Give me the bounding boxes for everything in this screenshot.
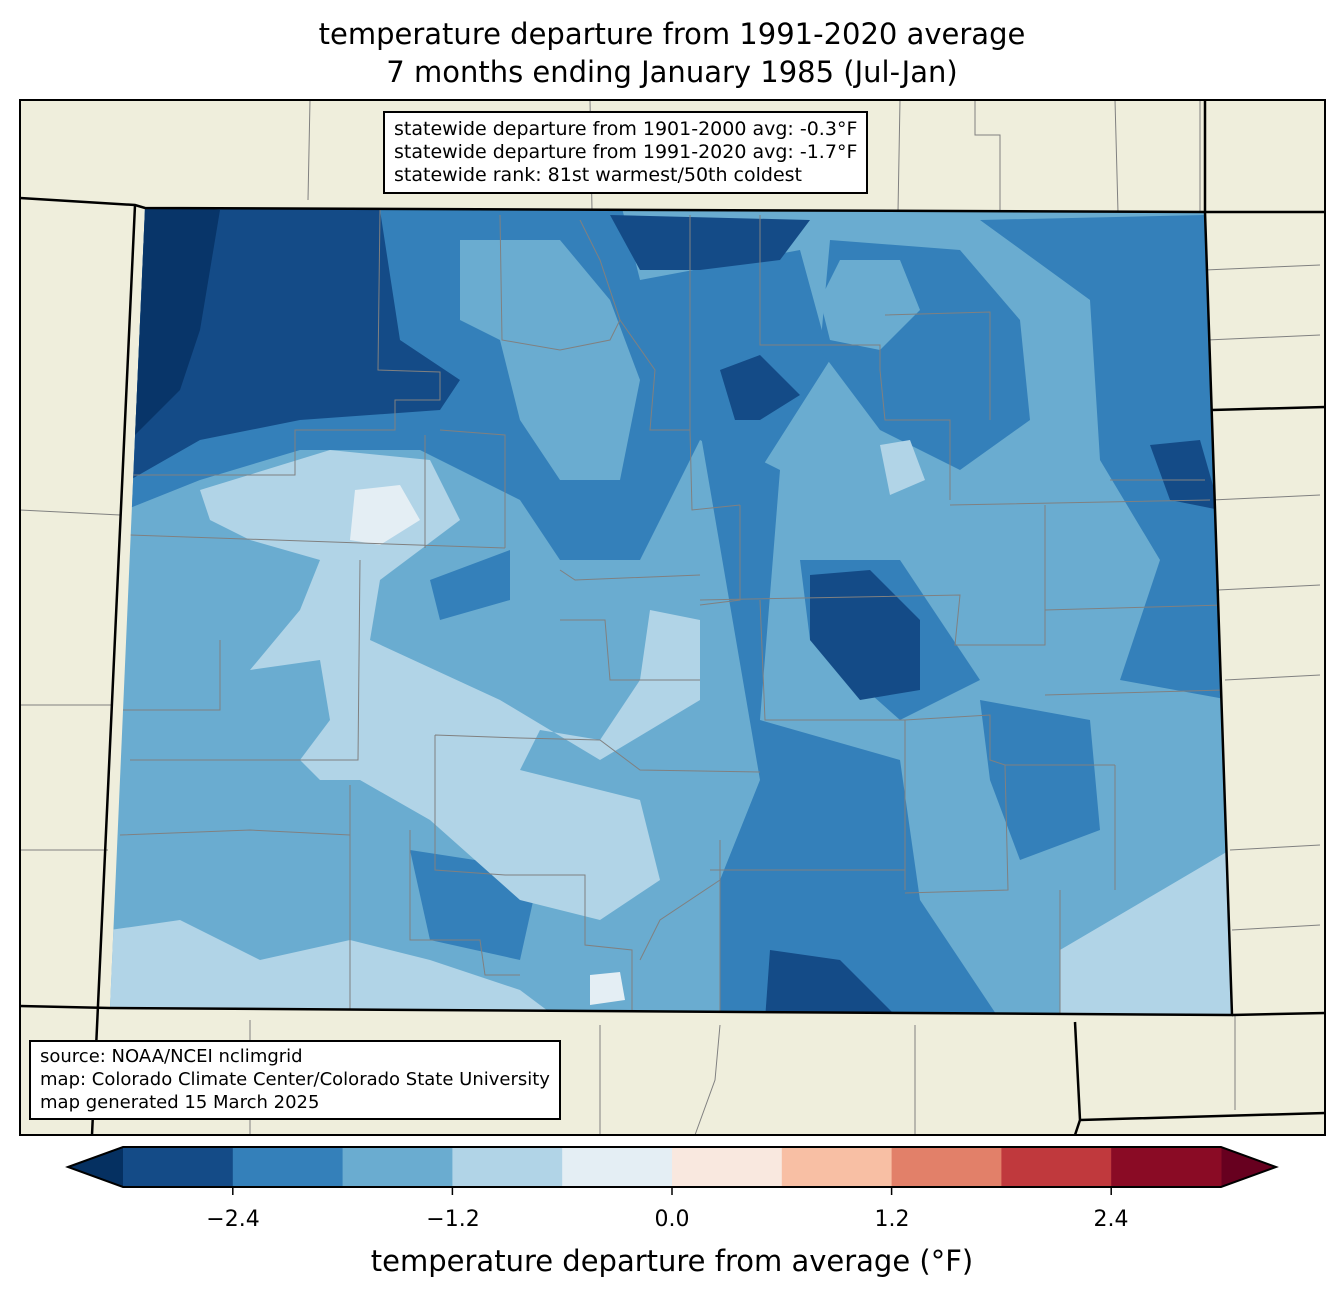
colorbar-segment (342, 1147, 453, 1187)
colorbar-segment (891, 1147, 1002, 1187)
colorbar-tick-label: −1.2 (426, 1207, 480, 1232)
colorbar-under-arrow (68, 1147, 123, 1187)
stats-line: statewide departure from 1991-2020 avg: … (394, 141, 858, 163)
colorbar-segment (452, 1147, 563, 1187)
colorbar-tick-label: 2.4 (1093, 1207, 1129, 1232)
county-lines (119, 209, 1226, 1015)
colorbar-outline (65, 1146, 1279, 1188)
title-line-2: 7 months ending January 1985 (Jul-Jan) (386, 55, 958, 89)
colorbar-segment (1111, 1147, 1222, 1187)
colorbar (65, 1146, 1279, 1195)
colorbar-tick-label: −2.4 (206, 1207, 260, 1232)
map-frame (19, 99, 1326, 1136)
colorbar-tick-label: 0.0 (654, 1207, 690, 1232)
title-line-1: temperature departure from 1991-2020 ave… (318, 17, 1026, 51)
source-line: map: Colorado Climate Center/Colorado St… (40, 1069, 550, 1090)
colorbar-segment (123, 1147, 234, 1187)
stats-line: statewide rank: 81st warmest/50th coldes… (394, 164, 803, 186)
colorbar-segment (1001, 1147, 1112, 1187)
temperature-field (110, 208, 1232, 1015)
source-line: map generated 15 March 2025 (40, 1092, 320, 1113)
colorbar-segment (672, 1147, 783, 1187)
colorbar-segment (232, 1147, 344, 1187)
colorbar-label: temperature departure from average (°F) (370, 1244, 974, 1278)
colorbar-segment (781, 1147, 893, 1187)
source-line: source: NOAA/NCEI nclimgrid (40, 1046, 303, 1067)
source-box: source: NOAA/NCEI nclimgrid map: Colorad… (29, 1040, 561, 1120)
colorbar-tick-label: 1.2 (874, 1207, 910, 1232)
colorbar-over-arrow (1221, 1147, 1276, 1187)
state-borders (19, 100, 1326, 1136)
stats-box: statewide departure from 1901-2000 avg: … (383, 111, 869, 194)
colorbar-segment (562, 1147, 673, 1187)
stats-line: statewide departure from 1901-2000 avg: … (394, 118, 858, 140)
